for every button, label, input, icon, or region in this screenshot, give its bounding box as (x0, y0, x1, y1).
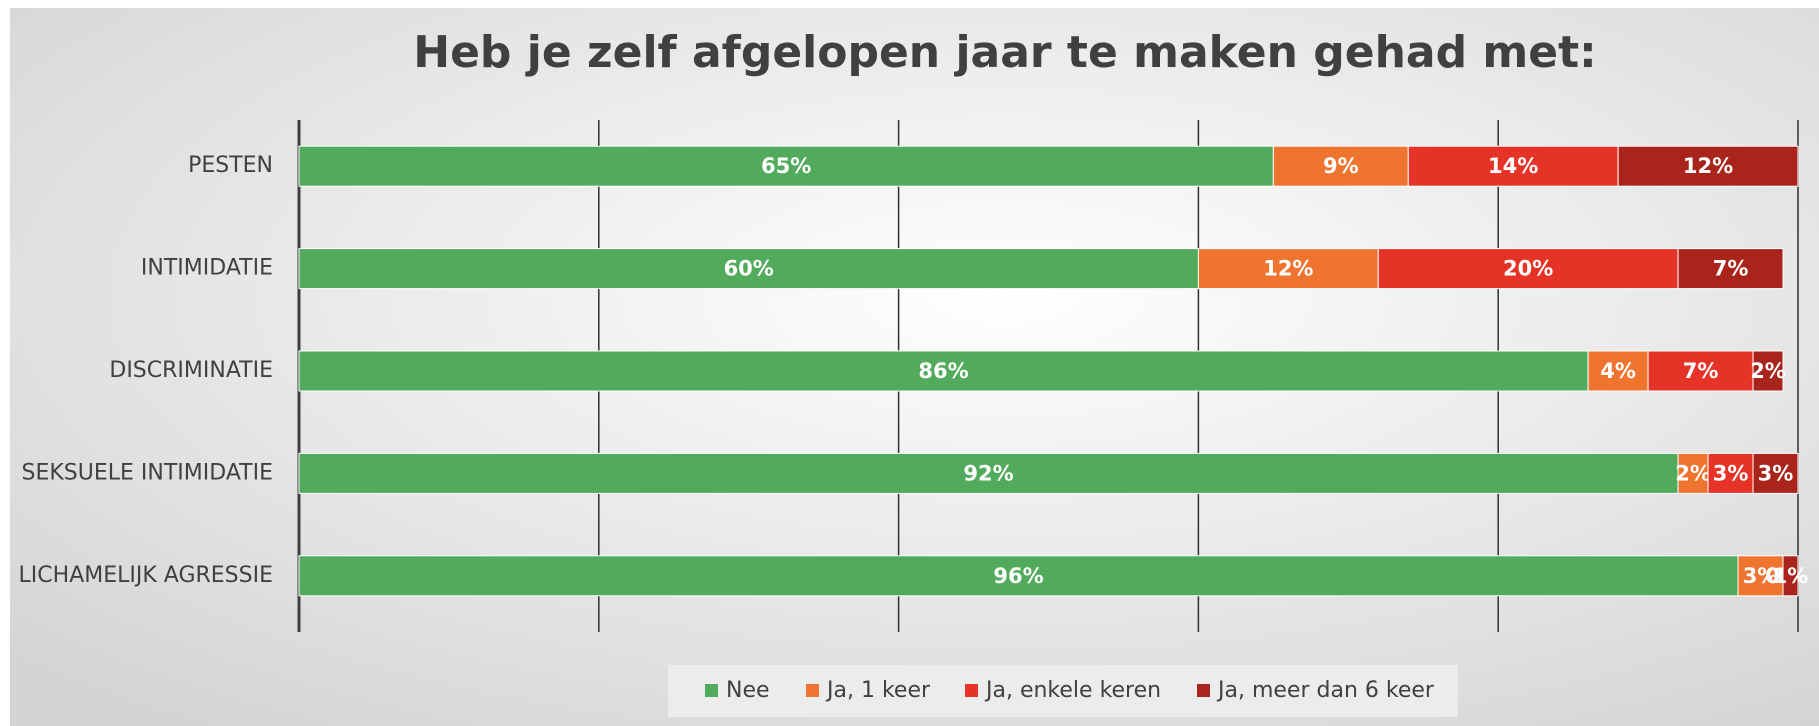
y-tick-label: INTIMIDATIE (141, 256, 273, 281)
data-label: 3% (1743, 564, 1779, 588)
data-label: 96% (993, 564, 1043, 588)
bar-segment (298, 452, 1679, 494)
data-label: 65% (761, 154, 811, 178)
chart-title: Heb je zelf afgelopen jaar te maken geha… (413, 27, 1596, 78)
y-tick-label: LICHAMELIJK AGRESSIE (19, 563, 273, 588)
legend-swatch (965, 684, 978, 697)
data-label: 9% (1323, 154, 1359, 178)
data-label: 3% (1713, 461, 1749, 485)
data-label: 4% (1600, 359, 1636, 383)
bar-segment (1677, 248, 1784, 290)
bar-segment (298, 248, 1199, 290)
y-tick-label: DISCRIMINATIE (109, 358, 273, 383)
legend-label: Nee (726, 678, 770, 703)
bar-segment (1707, 452, 1754, 494)
bar-segment (1752, 350, 1784, 392)
bar-segment (1587, 350, 1649, 392)
bar-segment (1377, 248, 1679, 290)
data-label: 3% (1758, 461, 1794, 485)
data-label: 12% (1263, 257, 1313, 281)
data-label: 60% (724, 257, 774, 281)
data-label: 12% (1683, 154, 1733, 178)
y-tick-label: SEKSUELE INTIMIDATIE (22, 460, 273, 485)
data-label: 2% (1750, 359, 1786, 383)
bar-segment (1197, 248, 1379, 290)
bar-segment (298, 350, 1589, 392)
legend-label: Ja, 1 keer (825, 678, 931, 703)
y-tick-label: PESTEN (188, 153, 273, 178)
bar-segment (1752, 452, 1799, 494)
data-label: 7% (1713, 257, 1749, 281)
legend-swatch (806, 684, 819, 697)
legend-swatch (705, 684, 718, 697)
bar-segment (1407, 145, 1619, 187)
bar-segment (1617, 145, 1799, 187)
data-label: 14% (1488, 154, 1538, 178)
legend-swatch (1197, 684, 1210, 697)
data-label: 92% (963, 461, 1013, 485)
bar-segment (1677, 452, 1709, 494)
data-label: 1% (1773, 564, 1809, 588)
data-label: 20% (1503, 257, 1553, 281)
bar-segment (1647, 350, 1754, 392)
legend-box (668, 665, 1458, 717)
data-label: 86% (918, 359, 968, 383)
legend-label: Ja, meer dan 6 keer (1216, 678, 1435, 703)
bar-segment (1782, 555, 1799, 597)
data-label: 7% (1683, 359, 1719, 383)
bar-segment (298, 555, 1739, 597)
bar-segment (1737, 555, 1784, 597)
legend-label: Ja, enkele keren (984, 678, 1161, 703)
data-label: 2% (1675, 461, 1711, 485)
bar-segment (1272, 145, 1409, 187)
bar-segment (298, 145, 1274, 187)
